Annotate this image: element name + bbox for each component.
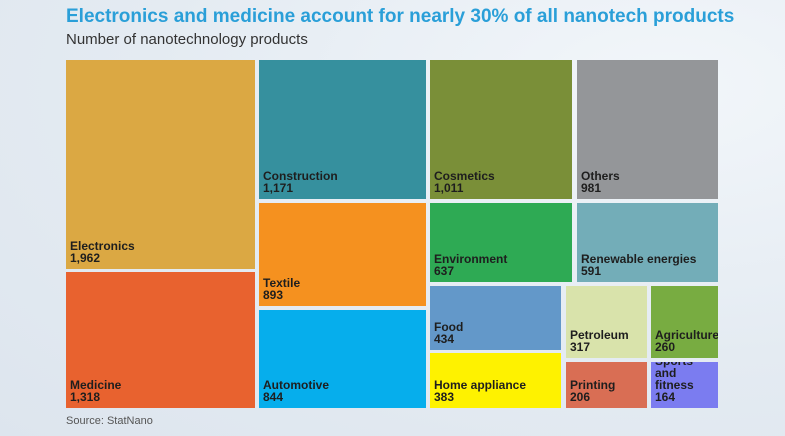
tile-value: 206 [570, 390, 591, 404]
tile-name: Printing [570, 378, 616, 392]
tile-name: Textile [263, 276, 301, 290]
tile-name: Construction [263, 169, 338, 183]
tile-label: Agriculture 260 [655, 328, 718, 354]
chart-subtitle: Number of nanotechnology products [66, 31, 308, 48]
tile-label: Medicine 1,318 [70, 379, 252, 404]
tile-value: 260 [655, 340, 676, 354]
tile-medicine: Medicine 1,318 [66, 272, 255, 408]
tile-name: Agriculture [655, 328, 718, 342]
tile-construction: Construction 1,171 [259, 60, 426, 199]
tile-petroleum: Petroleum 317 [566, 286, 647, 358]
tile-name: Food [434, 320, 464, 334]
tile-label: Renewable energies 591 [581, 253, 715, 278]
tile-name: Cosmetics [434, 169, 495, 183]
tile-value: 164 [655, 390, 676, 404]
tile-label: Environment 637 [434, 253, 569, 278]
tile-home-appliance: Home appliance 383 [430, 353, 561, 408]
tile-agriculture: Agriculture 260 [651, 286, 718, 358]
tile-value: 591 [581, 264, 602, 278]
tile-label: Cosmetics 1,011 [434, 170, 569, 195]
chart-title: Electronics and medicine account for nea… [66, 6, 735, 27]
tile-electronics: Electronics 1,962 [66, 60, 255, 269]
tile-value: 1,011 [434, 181, 464, 195]
tile-automotive: Automotive 844 [259, 310, 426, 408]
tile-others: Others 981 [577, 60, 718, 199]
tile-value: 1,962 [70, 251, 101, 265]
tile-label: Petroleum 317 [570, 329, 644, 354]
tile-value: 844 [263, 390, 284, 404]
tile-label: Automotive 844 [263, 379, 423, 404]
tile-value: 434 [434, 332, 455, 346]
tile-label: Electronics 1,962 [70, 240, 252, 265]
tile-label: Food 434 [434, 321, 558, 346]
tile-printing: Printing 206 [566, 362, 647, 408]
tile-name: Renewable energies [581, 252, 697, 266]
tile-name: Electronics [70, 239, 135, 253]
tile-name: Environment [434, 252, 508, 266]
tile-name: Medicine [70, 378, 122, 392]
tile-value: 1,318 [70, 390, 101, 404]
tile-label: Construction 1,171 [263, 170, 423, 195]
tile-food: Food 434 [430, 286, 561, 350]
tile-name: Petroleum [570, 328, 629, 342]
tile-value: 893 [263, 288, 284, 302]
tile-label: Others 981 [581, 170, 715, 195]
source-note: Source: StatNano [66, 415, 153, 427]
tile-environment: Environment 637 [430, 203, 572, 282]
tile-textile: Textile 893 [259, 203, 426, 306]
tile-name: Others [581, 169, 620, 183]
tile-value: 981 [581, 181, 602, 195]
tile-name: Home appliance [434, 378, 527, 392]
tile-name: Sports and fitness [655, 362, 694, 392]
tile-label: Home appliance 383 [434, 379, 558, 404]
tile-renewable-energies: Renewable energies 591 [577, 203, 718, 282]
tile-value: 383 [434, 390, 455, 404]
tile-value: 637 [434, 264, 455, 278]
tile-label: Printing 206 [570, 379, 644, 404]
tile-value: 1,171 [263, 181, 294, 195]
tile-cosmetics: Cosmetics 1,011 [430, 60, 572, 199]
tile-value: 317 [570, 340, 591, 354]
tile-name: Automotive [263, 378, 329, 392]
tile-label: Textile 893 [263, 277, 423, 302]
